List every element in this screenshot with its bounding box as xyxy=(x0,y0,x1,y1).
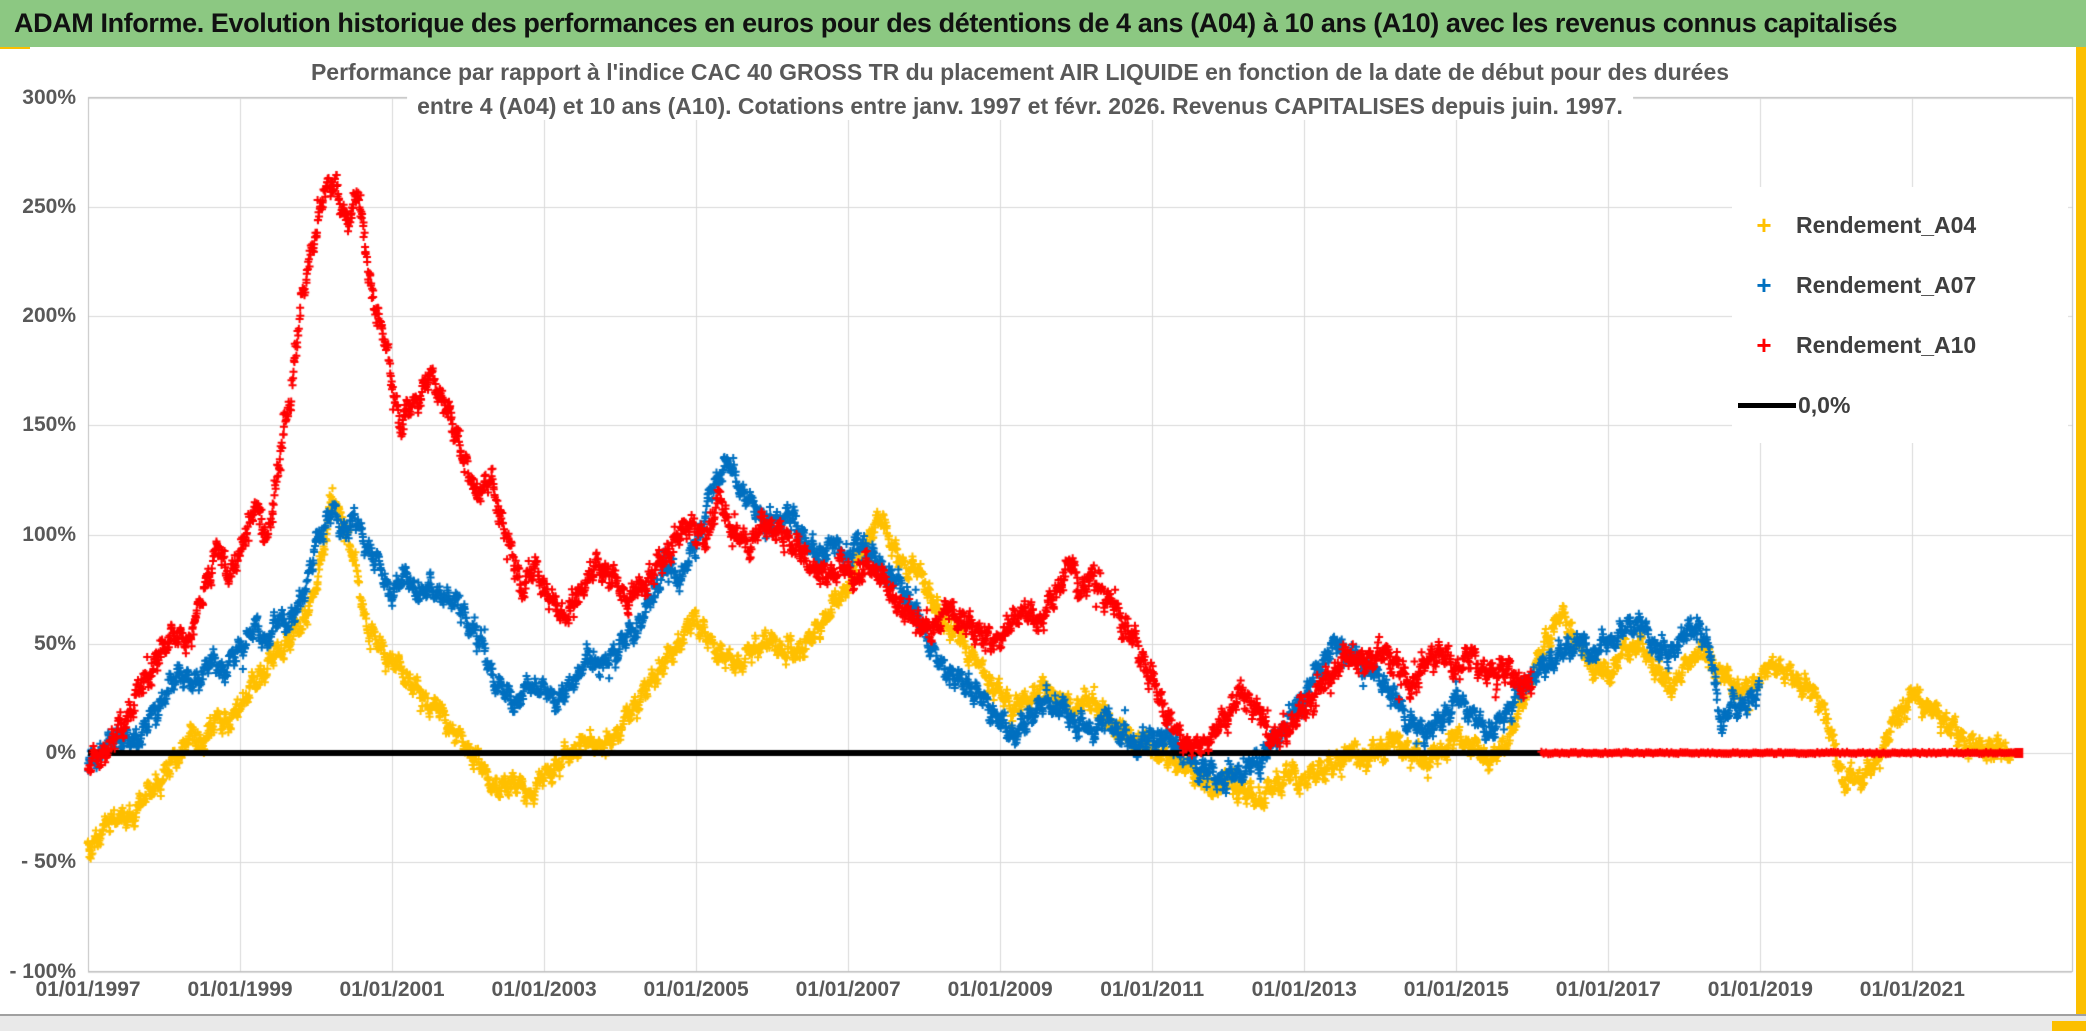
x-tick-label: 01/01/1997 xyxy=(35,978,141,1001)
y-tick-label: 300% xyxy=(22,85,76,109)
chart-legend: + Rendement_A04 + Rendement_A07 + Rendement_A… xyxy=(1732,187,2068,443)
x-tick-label: 01/01/2021 xyxy=(1859,978,1965,1001)
x-tick-label: 01/01/2017 xyxy=(1555,978,1661,1001)
bottom-strip xyxy=(0,1016,2086,1031)
x-tick-label: 01/01/1999 xyxy=(187,978,293,1001)
legend-item-rendement-a10: + Rendement_A10 xyxy=(1732,315,2068,375)
legend-item-rendement-a04: + Rendement_A04 xyxy=(1732,195,2068,255)
y-tick-label: 100% xyxy=(22,522,76,546)
y-tick-label: 200% xyxy=(22,304,76,327)
chart-card: Performance par rapport à l'indice CAC 4… xyxy=(0,49,2076,1014)
plus-marker-icon: + xyxy=(1756,210,1772,240)
y-tick-label: 0% xyxy=(45,741,76,764)
x-tick-label: 01/01/2005 xyxy=(643,978,749,1001)
gold-frame-bottom-right xyxy=(2052,1021,2086,1031)
legend-label: Rendement_A10 xyxy=(1796,331,1977,358)
y-tick-label: - 50% xyxy=(21,850,76,874)
x-tick-label: 01/01/2013 xyxy=(1251,978,1357,1001)
y-tick-label: 250% xyxy=(22,194,76,218)
x-tick-label: 01/01/2011 xyxy=(1100,978,1205,1001)
x-tick-label: 01/01/2015 xyxy=(1403,978,1509,1001)
y-tick-label: 150% xyxy=(22,413,76,437)
plus-marker-icon: + xyxy=(1756,270,1772,300)
y-tick-label: - 100% xyxy=(9,959,76,983)
legend-label: 0,0% xyxy=(1798,391,1851,418)
legend-label: Rendement_A07 xyxy=(1796,271,1977,298)
bottom-divider xyxy=(0,1014,2086,1016)
page-title: ADAM Informe. Evolution historique des p… xyxy=(14,8,1898,38)
chart-title-line2: entre 4 (A04) et 10 ans (A10). Cotations… xyxy=(407,93,1633,120)
x-tick-label: 01/01/2001 xyxy=(339,978,445,1001)
chart-title-line1: Performance par rapport à l'indice CAC 4… xyxy=(300,59,1740,86)
y-tick-label: 50% xyxy=(33,631,76,655)
x-tick-label: 01/01/2007 xyxy=(795,978,901,1001)
title-bar: ADAM Informe. Evolution historique des p… xyxy=(0,0,2086,47)
plus-marker-icon: + xyxy=(1756,330,1772,360)
legend-label: Rendement_A04 xyxy=(1796,211,1977,238)
x-tick-label: 01/01/2003 xyxy=(491,978,597,1001)
legend-item-0-0-: 0,0% xyxy=(1732,375,2068,435)
x-tick-label: 01/01/2019 xyxy=(1707,978,1813,1001)
zero-line-sample xyxy=(1738,402,1796,408)
plot-canvas xyxy=(0,49,2076,1014)
x-tick-label: 01/01/2009 xyxy=(947,978,1053,1001)
gold-frame-right xyxy=(2076,47,2086,1031)
legend-item-rendement-a07: + Rendement_A07 xyxy=(1732,255,2068,315)
